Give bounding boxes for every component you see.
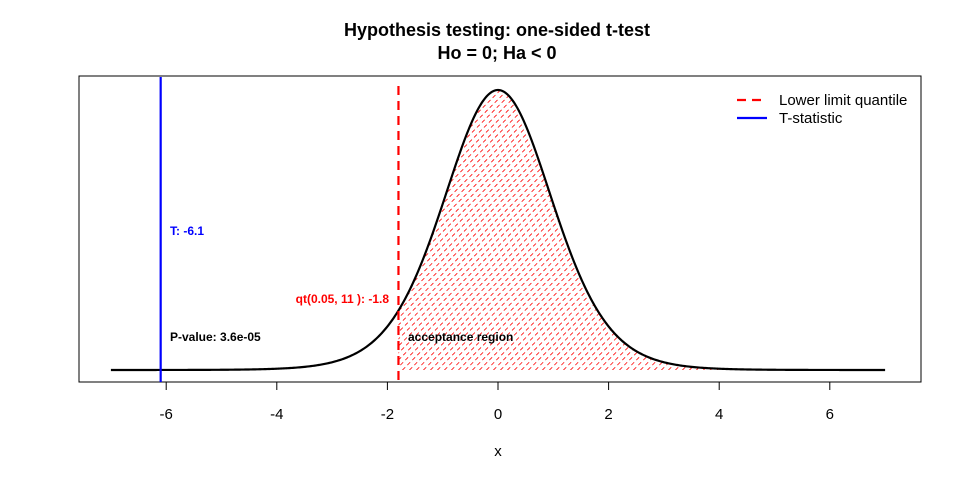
hatch-line xyxy=(859,90,886,371)
hatch-line xyxy=(398,90,530,371)
x-tick-label: 0 xyxy=(494,406,502,423)
hatch-line xyxy=(398,90,537,371)
hatch-line xyxy=(12,75,312,375)
hatch-line xyxy=(600,90,886,371)
hatch-line xyxy=(915,75,960,375)
t-density-curve xyxy=(110,88,886,372)
hatch-line xyxy=(908,75,960,375)
hatch-line xyxy=(726,90,886,371)
p-value-annotation: P-value: 3.6e-05 xyxy=(170,330,261,344)
hatch-line xyxy=(733,90,886,371)
hatch-line xyxy=(824,90,886,371)
hatch-line xyxy=(901,75,960,375)
hatch-line xyxy=(950,75,960,375)
hatch-line xyxy=(894,75,960,375)
hatch-line xyxy=(887,75,960,375)
chart-subtitle: Ho = 0; Ha < 0 xyxy=(437,43,556,63)
hatch-line xyxy=(398,90,523,371)
hatch-line xyxy=(866,90,886,371)
hatch-line xyxy=(831,90,886,371)
x-tick-label: -2 xyxy=(381,406,394,423)
hatch-line xyxy=(621,90,886,371)
hatch-line xyxy=(614,90,886,371)
hatch-line xyxy=(740,90,886,371)
quantile-annotation: qt(0.05, 11 ): -1.8 xyxy=(296,292,390,306)
legend-tstat-label: T-statistic xyxy=(779,110,843,127)
x-tick-label: 2 xyxy=(604,406,612,423)
x-axis-ticks: -6 -4 -2 0 2 4 6 xyxy=(160,382,834,423)
x-tick-label: 4 xyxy=(715,406,723,423)
hatch-line xyxy=(852,90,886,371)
hatch-line xyxy=(936,75,960,375)
hatch-line xyxy=(838,90,886,371)
hatch-line xyxy=(929,75,960,375)
hatch-line xyxy=(922,75,960,375)
x-tick-label: 6 xyxy=(826,406,834,423)
x-tick-label: -6 xyxy=(160,406,173,423)
hatch-line xyxy=(593,90,886,371)
chart-title: Hypothesis testing: one-sided t-test xyxy=(344,20,650,40)
hatch-line xyxy=(398,90,418,371)
x-tick-label: -4 xyxy=(270,406,283,423)
hatch-line xyxy=(873,90,886,371)
hatch-line xyxy=(943,75,960,375)
t-stat-annotation: T: -6.1 xyxy=(170,224,204,238)
legend-quantile-label: Lower limit quantile xyxy=(779,92,907,109)
hatch-line xyxy=(880,90,886,371)
hatch-line xyxy=(607,90,886,371)
hatch-line xyxy=(845,90,886,371)
hatch-line xyxy=(398,90,544,371)
x-axis-label: x xyxy=(494,443,502,460)
acceptance-region-label: acceptance region xyxy=(408,330,513,344)
